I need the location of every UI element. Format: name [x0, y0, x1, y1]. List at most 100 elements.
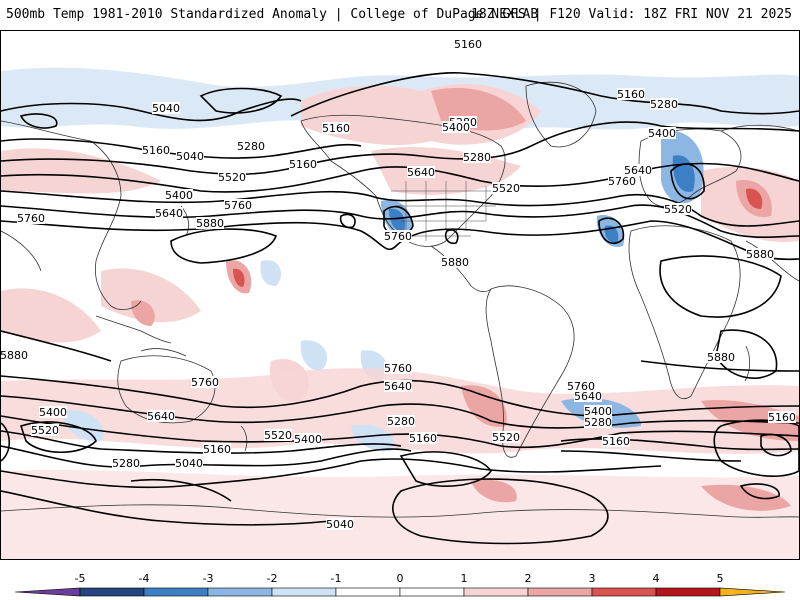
contour-label-bg: [152, 102, 180, 114]
contour-label: 5880: [1, 349, 28, 362]
contour-label-bg: [384, 362, 412, 374]
colorbar-tick-label: 0: [396, 572, 404, 585]
contour-label-bg: [492, 182, 520, 194]
contour-label: 5640: [384, 380, 412, 393]
colorbar-box: [335, 587, 401, 597]
contour-label-bg: [289, 158, 317, 170]
contour-label: 5760: [567, 380, 595, 393]
contour-label-bg: [664, 203, 692, 215]
contour-label-bg: [574, 390, 602, 402]
contour-label-bg: [567, 380, 595, 392]
contour-label-bg: [442, 121, 470, 133]
colorbar-tick-label: -4: [138, 572, 150, 585]
contour-label-bg: [584, 405, 612, 417]
contour-label-bg: [322, 122, 350, 134]
contour-label: 5400: [294, 433, 322, 446]
contour-label: 5400: [442, 121, 470, 134]
contour-label: 5760: [17, 212, 45, 225]
contour-label: 5280: [237, 140, 265, 153]
contour-label: 5520: [492, 431, 520, 444]
coastlines: [1, 81, 799, 518]
contour-label-bg: [112, 457, 140, 469]
contour-label: 5640: [407, 166, 435, 179]
contour-label: 5160: [617, 88, 645, 101]
contour-label: 5040: [176, 150, 204, 163]
map-title: 500mb Temp 1981-2010 Standardized Anomal…: [6, 7, 539, 22]
colorbar-tick-label: 1: [460, 572, 468, 585]
contour-label: 5640: [574, 390, 602, 403]
colorbar-box: [79, 587, 145, 597]
contour-label-bg: [264, 429, 292, 441]
contour-label: 5160: [454, 38, 482, 51]
contour-label-bg: [492, 431, 520, 443]
contour-label-bg: [191, 376, 219, 388]
contour-label-bg: [147, 410, 175, 422]
contour-label-bg: [463, 151, 491, 163]
contour-label: 5640: [624, 164, 652, 177]
contour-label: 5160: [768, 411, 796, 424]
contour-label: 5160: [322, 122, 350, 135]
colorbar-over-arrow: [719, 587, 786, 597]
contour-label: 5760: [224, 199, 252, 212]
colorbar-tick-label: -3: [202, 572, 214, 585]
contour-label-bg: [142, 144, 170, 156]
contour-label-bg: [454, 38, 482, 50]
colorbar-box: [399, 587, 465, 597]
contour-label: 5040: [175, 457, 203, 470]
contour-label: 5160: [602, 435, 630, 448]
contour-label: 5400: [648, 127, 676, 140]
contour-label: 5400: [39, 406, 67, 419]
colorbar-tick-label: 3: [588, 572, 596, 585]
contour-label-bg: [387, 415, 415, 427]
contour-label: 5280: [584, 416, 612, 429]
contour-label-bg: [608, 175, 636, 187]
contour-label: 5160: [409, 432, 437, 445]
colorbar-under-arrow: [14, 587, 81, 597]
contour-label-bg: [624, 164, 652, 176]
contour-label-bg: [648, 127, 676, 139]
contour-label-bg: [237, 140, 265, 152]
contour-label-bg: [196, 217, 224, 229]
contour-label: 5280: [387, 415, 415, 428]
colorbar-box: [527, 587, 593, 597]
contour-label: 5640: [147, 410, 175, 423]
contour-label-bg: [707, 351, 735, 363]
contour-label-bg: [746, 248, 774, 260]
contour-label: 5880: [746, 248, 774, 261]
colorbar-box: [463, 587, 529, 597]
colorbar: -5 -4 -3 -2 -1 0 1 2 3 4 5: [0, 570, 800, 600]
anomaly-shading: [1, 67, 799, 559]
contour-label: 5280: [463, 151, 491, 164]
contour-label: 5880: [196, 217, 224, 230]
contour-label-bg: [384, 230, 412, 242]
colorbar-tick-label: -5: [74, 572, 86, 585]
contour-label: 5520: [264, 429, 292, 442]
contour-label: 5280: [112, 457, 140, 470]
contour-label-bg: [224, 199, 252, 211]
colorbar-svg: [14, 587, 786, 597]
colorbar-tick-label: 4: [652, 572, 660, 585]
contour-label: 5040: [326, 518, 354, 531]
contour-label-bg: [768, 411, 796, 423]
colorbar-box: [207, 587, 273, 597]
contour-label: 5040: [152, 102, 180, 115]
colorbar-tick-label: -2: [266, 572, 278, 585]
colorbar-box: [655, 587, 721, 597]
contour-label-bg: [584, 416, 612, 428]
contour-label-bg: [203, 443, 231, 455]
contour-label: 5160: [289, 158, 317, 171]
colorbar-box: [271, 587, 337, 597]
contour-label-bg: [17, 212, 45, 224]
colorbar-tick-label: 5: [716, 572, 724, 585]
contour-label-bg: [617, 88, 645, 100]
map-canvas: 5160 5040 5160 5040 5400 5640 5520 5280 5160 5760…: [1, 38, 799, 559]
contour-label-bg: [650, 98, 678, 110]
contour-label: 5520: [218, 171, 246, 184]
contour-label-bg: [384, 380, 412, 392]
contour-label-bg: [31, 424, 59, 436]
anomaly-map: 5160 5040 5160 5040 5400 5640 5520 5280 5160 5760…: [0, 30, 800, 560]
contour-label: 5760: [384, 362, 412, 375]
contour-label-bg: [409, 432, 437, 444]
contour-label-bg: [39, 406, 67, 418]
colorbar-tick-label: -1: [330, 572, 342, 585]
